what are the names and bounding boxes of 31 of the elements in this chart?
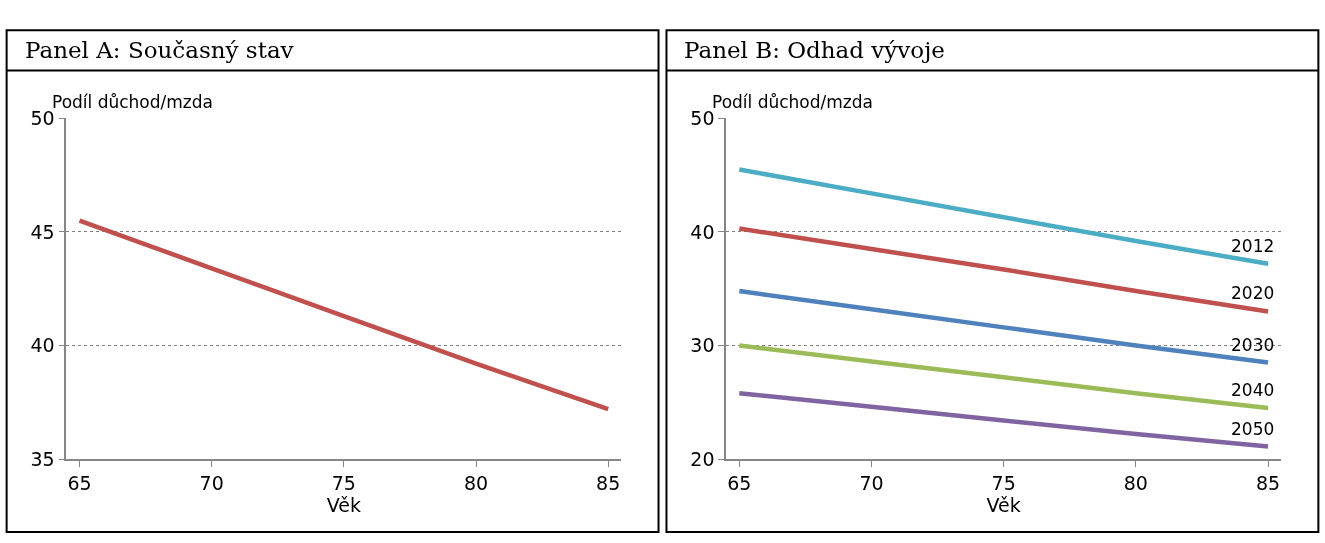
y-tick-label: 20: [690, 447, 715, 470]
y-axis-title: Podíl důchod/mzda: [52, 92, 213, 112]
x-tick-label: 65: [67, 471, 92, 494]
y-tick-label: 50: [30, 107, 55, 130]
x-axis-title: Věk: [326, 493, 361, 516]
y-axis-title: Podíl důchod/mzda: [712, 92, 873, 112]
chart-title: Panel B: Odhad vývoje: [684, 37, 945, 63]
y-tick-label: 40: [30, 334, 55, 357]
chart-title: Panel A: Současný stav: [25, 37, 294, 63]
x-tick-label: 80: [463, 471, 489, 494]
line-series: [77, 218, 611, 412]
y-tick-label: 50: [690, 107, 715, 130]
series-label: 2012: [1231, 236, 1275, 256]
x-tick-label: 75: [991, 471, 1016, 494]
x-tick-label: 70: [199, 471, 224, 494]
x-tick-label: 65: [727, 471, 752, 494]
x-axis-title: Věk: [986, 493, 1021, 516]
series-label: 2040: [1231, 380, 1275, 400]
line-series: [737, 167, 1271, 267]
x-tick-label: 85: [596, 471, 621, 494]
series-label: 2020: [1231, 283, 1275, 303]
x-tick-label: 80: [1123, 471, 1148, 494]
x-tick-label: 75: [331, 471, 356, 494]
x-tick-label: 85: [1255, 471, 1281, 494]
series-label: 2050: [1231, 419, 1275, 439]
series-label: 2030: [1231, 335, 1275, 355]
y-tick-label: 30: [690, 334, 715, 357]
y-tick-label: 35: [30, 447, 55, 470]
y-tick-label: 40: [690, 220, 715, 243]
y-tick-label: 45: [30, 220, 55, 243]
x-tick-label: 70: [859, 471, 884, 494]
